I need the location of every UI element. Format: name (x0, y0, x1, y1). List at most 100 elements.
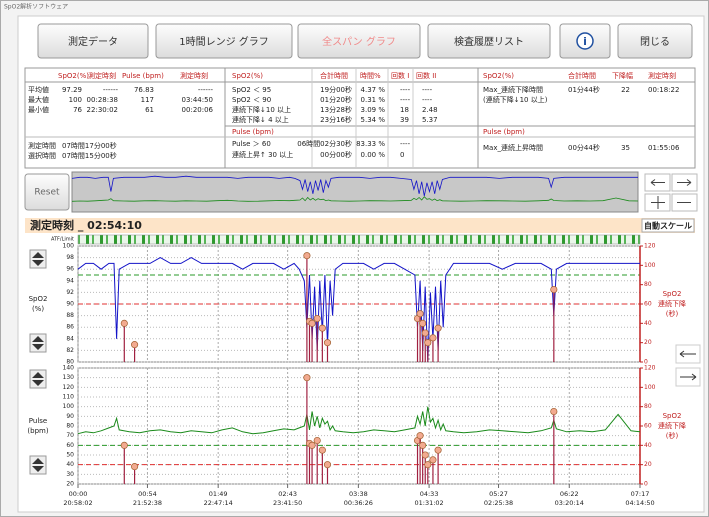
table-header: 合計時間 (568, 71, 596, 80)
table-cell: 61 (145, 106, 154, 114)
event-marker (308, 441, 316, 449)
table-cell: 117 (141, 96, 154, 104)
auto-scale[interactable]: 自動スケール (644, 221, 692, 231)
y2-axis-label: 連続下降 (658, 421, 686, 430)
y-tick-label: 96 (66, 266, 74, 273)
x-tick-label: 03:38 (349, 490, 368, 498)
y2-tick-label: 60 (644, 301, 652, 308)
x-tick-label: 05:27 (489, 490, 508, 498)
y2-tick-label: 20 (644, 461, 652, 468)
y-tick-label: 60 (66, 442, 74, 449)
x-tick-clock: 02:25:38 (484, 499, 513, 507)
cursor-banner (25, 218, 695, 233)
table-cell: 22 (621, 86, 630, 94)
info-button: i (583, 35, 587, 48)
auto-scale-box[interactable] (641, 218, 695, 233)
event-marker (303, 252, 311, 260)
reset-label[interactable]: Reset (34, 188, 60, 198)
y-axis-label: (bpm) (27, 427, 48, 435)
y-tick-label: 88 (66, 312, 74, 319)
y2-tick-label: 80 (644, 281, 652, 288)
reset-button-box[interactable] (24, 173, 70, 211)
table-header: SpO2(%) (58, 72, 89, 80)
x-tick-label: 04:33 (420, 490, 439, 498)
y-axis-label: (%) (32, 305, 44, 313)
info-icon (576, 32, 594, 50)
table-cell: 4.37 % (361, 86, 386, 94)
table-cell: 00:20:06 (182, 106, 214, 114)
y-tick-label: 82 (66, 347, 74, 354)
event-marker (416, 432, 424, 440)
scale-up[interactable] (29, 249, 47, 269)
toolbar-button[interactable] (155, 23, 293, 59)
y2-tick-label: 40 (644, 442, 652, 449)
table-cell: 76 (73, 106, 82, 114)
table-header: Pulse (bpm) (232, 128, 274, 136)
scale-up[interactable] (29, 369, 47, 389)
x-tick-label: 02:43 (278, 490, 297, 498)
table-cell: 01分44秒 (568, 85, 600, 94)
y-tick-label: 130 (63, 374, 75, 381)
y-tick-label: 92 (66, 289, 74, 296)
event-marker (421, 451, 429, 459)
event-marker (120, 319, 128, 327)
updown-icon (32, 336, 44, 350)
scale-down[interactable] (29, 455, 47, 475)
table-cell: 2.48 (422, 106, 438, 114)
toolbar-button[interactable] (37, 23, 149, 59)
table-cell: 00:18:22 (648, 86, 679, 94)
reset-button[interactable]: Reset (24, 173, 70, 211)
x-tick-clock: 20:58:02 (63, 499, 92, 507)
y2-tick-label: 80 (644, 403, 652, 410)
event-marker (323, 461, 332, 469)
scale-buttons[interactable] (29, 249, 701, 475)
table-header: Pulse (bpm) (483, 128, 525, 136)
table-cell: Max_連続下降時間 (483, 85, 543, 94)
table-cell: 100 (69, 96, 82, 104)
y2-axis-label: SpO2 (663, 412, 682, 420)
toolbar-button[interactable] (617, 23, 693, 59)
event-marker (434, 446, 442, 454)
event-marker (434, 324, 442, 332)
y-tick-label: 40 (66, 461, 74, 468)
atf-label: ATF/Limit (51, 237, 74, 243)
y-tick-label: 90 (66, 413, 74, 420)
table-header: 時間% (360, 72, 381, 80)
toolbar-button[interactable] (427, 23, 551, 59)
table-cell: 最大値 (28, 95, 49, 104)
y-tick-label: 50 (66, 452, 74, 459)
y-tick-label: 70 (66, 432, 74, 439)
y-tick-label: 120 (63, 384, 75, 391)
scale-down[interactable] (29, 333, 47, 353)
event-marker (424, 461, 432, 469)
nav-buttons[interactable] (644, 173, 698, 212)
event-marker (429, 456, 437, 464)
table-cell: ---- (422, 96, 433, 104)
y2-axis-label: 連続下降 (658, 299, 686, 308)
table-header: 測定時刻 (648, 71, 676, 80)
summary-panel (24, 67, 696, 169)
table-cell: ---- (400, 96, 411, 104)
toolbar-button-label: 検査履歴リスト (454, 35, 524, 48)
y2-tick-label: 60 (644, 423, 652, 430)
y-tick-label: 98 (66, 254, 74, 261)
event-marker (303, 374, 311, 382)
table-cell: Pulse ＞ 60 (232, 140, 271, 148)
table-cell: ---- (422, 86, 433, 94)
table-cell: 01:55:06 (648, 144, 680, 152)
y-tick-label: 80 (66, 423, 74, 430)
overview-line (71, 175, 638, 197)
y-tick-label: 20 (66, 481, 74, 488)
event-marker (323, 339, 332, 347)
toolbar-button[interactable] (297, 23, 421, 59)
event-marker (421, 329, 429, 337)
table-cell: ---- (400, 86, 411, 94)
table-cell: 0 (400, 151, 404, 159)
y2-tick-label: 20 (644, 339, 652, 346)
toolbar-button-label: 測定データ (68, 35, 118, 48)
overview-line (71, 196, 639, 202)
x-tick-clock: 04:14:50 (625, 499, 654, 507)
table-cell: 連続下降↓ 4 以上 (232, 115, 289, 124)
table-cell: 23分16秒 (320, 115, 352, 124)
x-tick-label: 06:22 (560, 490, 579, 498)
